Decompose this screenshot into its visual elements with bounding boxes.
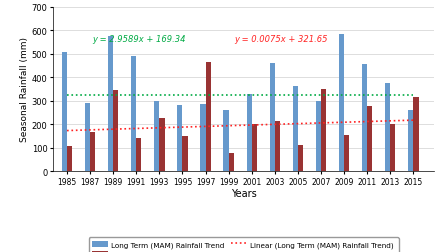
Line: Linear (Long Term (MAM) Rainfall Trend): Linear (Long Term (MAM) Rainfall Trend): [67, 121, 413, 131]
Linear (Long Term (MAM) Rainfall Trend): [134, 128, 139, 131]
Linear (Short Term (OND) Rainfall Trend): [134, 94, 139, 98]
Linear (Short Term (OND) Rainfall Trend): [64, 94, 70, 98]
Linear (Short Term (OND) Rainfall Trend): [87, 94, 93, 98]
Bar: [252, 124, 257, 171]
Bar: [247, 94, 252, 171]
Linear (Long Term (MAM) Rainfall Trend): [226, 125, 231, 128]
Linear (Short Term (OND) Rainfall Trend): [180, 94, 185, 98]
Linear (Long Term (MAM) Rainfall Trend): [157, 127, 162, 130]
Linear (Long Term (MAM) Rainfall Trend): [272, 123, 277, 126]
Bar: [85, 104, 90, 171]
Linear (Short Term (OND) Rainfall Trend): [411, 94, 416, 98]
Linear (Long Term (MAM) Rainfall Trend): [180, 126, 185, 129]
Linear (Short Term (OND) Rainfall Trend): [319, 94, 324, 98]
Linear (Long Term (MAM) Rainfall Trend): [319, 122, 324, 125]
Bar: [223, 111, 229, 171]
Bar: [90, 133, 95, 171]
Bar: [154, 101, 159, 171]
Bar: [270, 64, 275, 171]
Linear (Long Term (MAM) Rainfall Trend): [388, 120, 393, 123]
Bar: [362, 65, 367, 171]
Linear (Short Term (OND) Rainfall Trend): [342, 94, 347, 98]
Bar: [177, 106, 183, 171]
Bar: [136, 139, 141, 171]
Bar: [275, 121, 280, 171]
Linear (Long Term (MAM) Rainfall Trend): [295, 123, 300, 126]
Y-axis label: Seasonal Rainfall (mm): Seasonal Rainfall (mm): [20, 37, 29, 142]
Linear (Short Term (OND) Rainfall Trend): [388, 94, 393, 98]
Linear (Short Term (OND) Rainfall Trend): [226, 94, 231, 98]
Bar: [183, 136, 188, 171]
Bar: [159, 119, 164, 171]
Bar: [113, 91, 118, 171]
Bar: [62, 53, 67, 171]
Bar: [206, 62, 211, 171]
Bar: [131, 57, 136, 171]
Linear (Long Term (MAM) Rainfall Trend): [87, 129, 93, 132]
Linear (Long Term (MAM) Rainfall Trend): [342, 121, 347, 124]
Bar: [108, 37, 113, 171]
Linear (Short Term (OND) Rainfall Trend): [157, 94, 162, 98]
Text: y = 0.0075x + 321.65: y = 0.0075x + 321.65: [234, 35, 328, 44]
Linear (Long Term (MAM) Rainfall Trend): [411, 119, 416, 122]
Linear (Long Term (MAM) Rainfall Trend): [64, 130, 70, 133]
Legend: Long Term (MAM) Rainfall Trend, Short Term (OND) Rainfall Trend, Linear (Long Te: Long Term (MAM) Rainfall Trend, Short Te…: [89, 237, 399, 252]
Linear (Short Term (OND) Rainfall Trend): [272, 94, 277, 98]
Linear (Short Term (OND) Rainfall Trend): [365, 94, 370, 98]
Bar: [321, 89, 326, 171]
Bar: [293, 87, 298, 171]
Bar: [67, 146, 72, 171]
Bar: [229, 154, 234, 171]
Linear (Long Term (MAM) Rainfall Trend): [249, 124, 254, 127]
Bar: [344, 135, 349, 171]
Linear (Long Term (MAM) Rainfall Trend): [111, 128, 116, 131]
Bar: [408, 111, 413, 171]
Bar: [200, 105, 206, 171]
Bar: [339, 35, 344, 171]
Linear (Short Term (OND) Rainfall Trend): [111, 94, 116, 98]
Linear (Short Term (OND) Rainfall Trend): [249, 94, 254, 98]
Linear (Long Term (MAM) Rainfall Trend): [365, 120, 370, 123]
Bar: [413, 98, 419, 171]
Bar: [367, 107, 373, 171]
Bar: [298, 146, 303, 171]
Linear (Short Term (OND) Rainfall Trend): [295, 94, 300, 98]
Text: y = 2.9589x + 169.34: y = 2.9589x + 169.34: [93, 35, 186, 44]
Bar: [385, 84, 390, 171]
Bar: [316, 101, 321, 171]
X-axis label: Years: Years: [231, 189, 256, 199]
Linear (Short Term (OND) Rainfall Trend): [203, 94, 208, 98]
Bar: [390, 124, 396, 171]
Linear (Long Term (MAM) Rainfall Trend): [203, 125, 208, 129]
